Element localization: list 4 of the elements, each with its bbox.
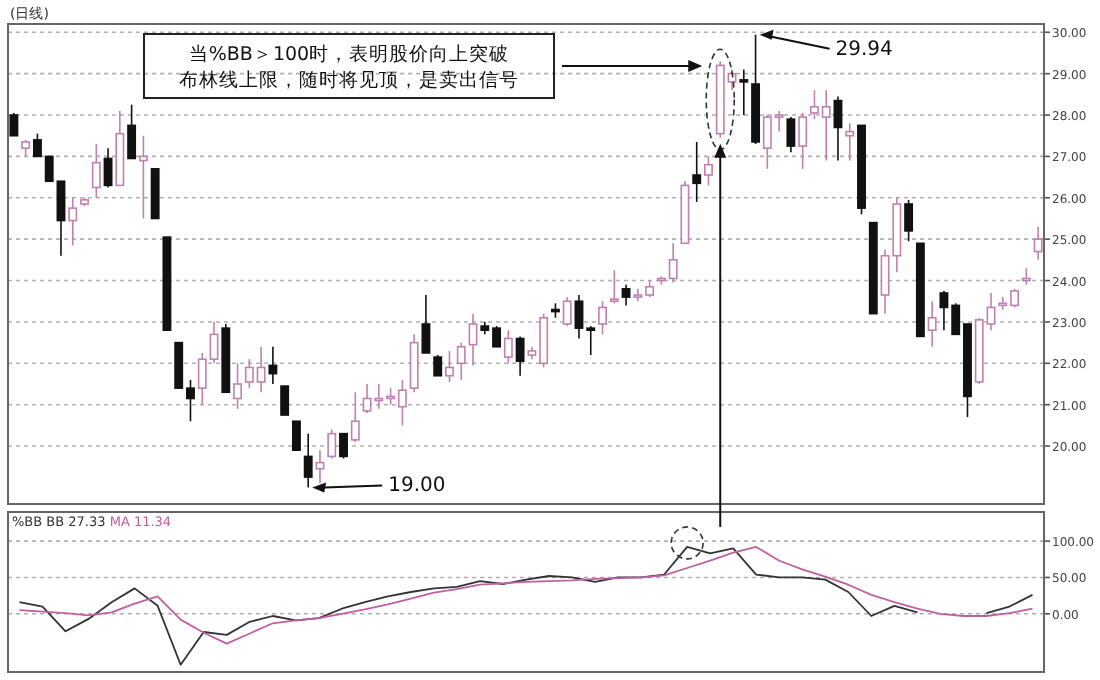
- line-series: [18, 546, 1034, 645]
- annotation: 29.94: [835, 38, 893, 61]
- annotation: 19.00: [388, 475, 446, 498]
- annotation: 当%BB＞100时，表明股价向上突破布林线上限，随时将见顶，是卖出信号: [179, 42, 519, 92]
